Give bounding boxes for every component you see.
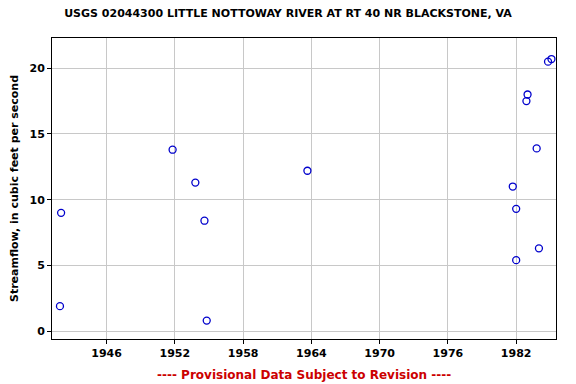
svg-text:1964: 1964 [296,347,327,360]
svg-text:1982: 1982 [501,347,532,360]
svg-text:1946: 1946 [91,347,122,360]
svg-text:0: 0 [37,325,45,338]
svg-text:1952: 1952 [160,347,191,360]
svg-text:---- Provisional Data Subject: ---- Provisional Data Subject to Revisio… [157,368,451,382]
svg-text:USGS 02044300 LITTLE NOTTOWAY: USGS 02044300 LITTLE NOTTOWAY RIVER AT R… [64,7,512,20]
svg-text:5: 5 [37,259,45,272]
svg-text:1970: 1970 [364,347,395,360]
svg-text:1958: 1958 [228,347,259,360]
svg-text:15: 15 [29,128,44,141]
svg-text:20: 20 [29,62,45,75]
svg-text:Streamflow, in cubic feet per: Streamflow, in cubic feet per second [8,75,21,302]
svg-text:1976: 1976 [433,347,464,360]
svg-text:10: 10 [29,194,45,207]
